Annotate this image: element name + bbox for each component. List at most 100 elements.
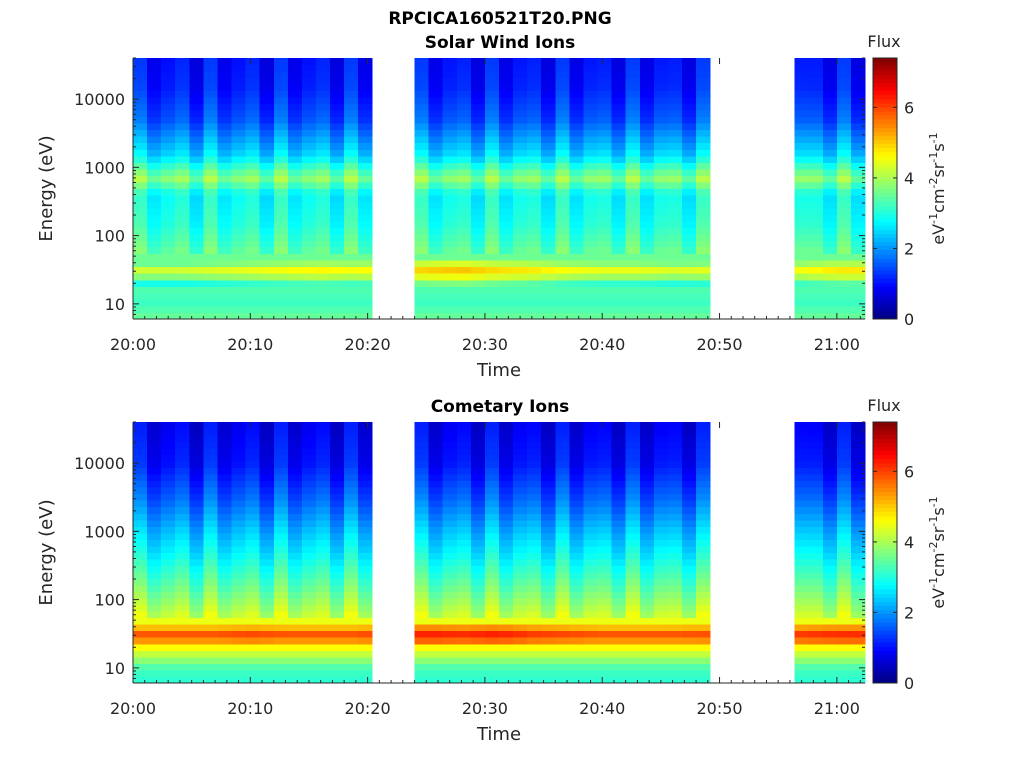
heatmap-cell	[794, 240, 810, 248]
heatmap-cell	[484, 637, 500, 645]
heatmap-cell	[147, 253, 162, 261]
heatmap-cell	[301, 266, 317, 274]
heatmap-cell	[161, 155, 176, 163]
heatmap-cell	[287, 110, 303, 118]
heatmap-cell	[245, 676, 261, 684]
heatmap-cell	[499, 214, 514, 222]
heatmap-cell	[273, 240, 289, 248]
heatmap-cell	[639, 64, 655, 72]
heatmap-cell	[499, 487, 514, 495]
heatmap-cell	[231, 532, 247, 540]
heatmap-cell	[822, 500, 838, 508]
heatmap-cell	[175, 299, 190, 307]
heatmap-cell	[499, 292, 514, 300]
heatmap-cell	[456, 253, 472, 261]
heatmap-cell	[583, 227, 598, 235]
x-tick-label: 21:00	[814, 335, 860, 354]
heatmap-cell	[653, 64, 669, 72]
heatmap-cell	[330, 448, 345, 456]
heatmap-cell	[414, 493, 430, 501]
heatmap-cell	[513, 519, 528, 527]
heatmap-cell	[175, 526, 190, 534]
heatmap-cell	[175, 64, 190, 72]
heatmap-cell	[625, 448, 641, 456]
colorbar-segment	[873, 462, 897, 468]
heatmap-cell	[316, 181, 331, 189]
heatmap-cell	[301, 428, 317, 436]
heatmap-cell	[836, 279, 852, 287]
heatmap-cell	[316, 487, 331, 495]
heatmap-cell	[161, 565, 176, 573]
heatmap-cell	[527, 428, 542, 436]
heatmap-cell	[344, 90, 359, 98]
heatmap-cell	[499, 585, 514, 593]
heatmap-cell	[217, 149, 232, 157]
heatmap-cell	[484, 149, 500, 157]
heatmap-cell	[301, 71, 317, 78]
heatmap-cell	[541, 168, 556, 176]
heatmap-cell	[301, 260, 317, 268]
heatmap-cell	[667, 643, 683, 651]
heatmap-cell	[259, 221, 275, 229]
heatmap-cell	[513, 188, 528, 196]
heatmap-cell	[161, 604, 176, 612]
heatmap-cell	[456, 286, 472, 294]
heatmap-cell	[414, 253, 430, 261]
heatmap-cell	[822, 260, 838, 268]
heatmap-cell	[203, 201, 218, 209]
heatmap-cell	[541, 286, 556, 294]
heatmap-cell	[273, 559, 289, 566]
heatmap-cell	[470, 136, 486, 144]
heatmap-cell	[696, 181, 711, 189]
heatmap-cell	[245, 519, 261, 527]
heatmap-cell	[696, 103, 711, 111]
heatmap-cell	[639, 422, 655, 429]
heatmap-cell	[541, 480, 556, 488]
heatmap-cell	[850, 227, 866, 235]
figure-title: RPCICA160521T20.PNG	[388, 9, 611, 29]
heatmap-cell	[203, 656, 218, 664]
heatmap-cell	[470, 585, 486, 593]
heatmap-cell	[428, 585, 444, 593]
heatmap-cell	[245, 305, 261, 313]
heatmap-cell	[597, 448, 613, 456]
heatmap-cell	[245, 129, 261, 137]
heatmap-cell	[597, 545, 613, 553]
heatmap-cell	[358, 247, 373, 255]
heatmap-cell	[428, 663, 444, 671]
heatmap-cell	[330, 103, 345, 111]
heatmap-cell	[301, 611, 317, 619]
heatmap-cell	[316, 604, 331, 612]
heatmap-cell	[850, 123, 866, 131]
heatmap-cell	[597, 201, 613, 209]
heatmap-cell	[794, 500, 810, 508]
heatmap-cell	[217, 129, 232, 137]
heatmap-cell	[583, 611, 598, 619]
heatmap-cell	[696, 572, 711, 579]
heatmap-cell	[245, 604, 261, 612]
heatmap-cell	[442, 663, 458, 671]
heatmap-cell	[850, 195, 866, 202]
heatmap-cell	[175, 273, 190, 281]
heatmap-cell	[470, 201, 486, 209]
heatmap-cell	[456, 299, 472, 307]
heatmap-cell	[301, 526, 317, 534]
heatmap-cell	[597, 532, 613, 540]
x-tick-label: 20:40	[579, 699, 625, 718]
heatmap-cell	[287, 214, 303, 222]
heatmap-cell	[822, 422, 838, 429]
heatmap-cell	[259, 519, 275, 527]
heatmap-cell	[611, 64, 627, 72]
heatmap-cell	[682, 149, 697, 157]
heatmap-cell	[639, 500, 655, 508]
heatmap-cell	[259, 532, 275, 540]
heatmap-cell	[358, 435, 373, 442]
heatmap-cell	[133, 454, 148, 462]
heatmap-cell	[499, 71, 514, 78]
heatmap-cell	[569, 214, 584, 222]
heatmap-cell	[245, 168, 261, 176]
heatmap-cell	[273, 617, 289, 625]
heatmap-cell	[667, 58, 683, 65]
heatmap-cell	[639, 676, 655, 684]
